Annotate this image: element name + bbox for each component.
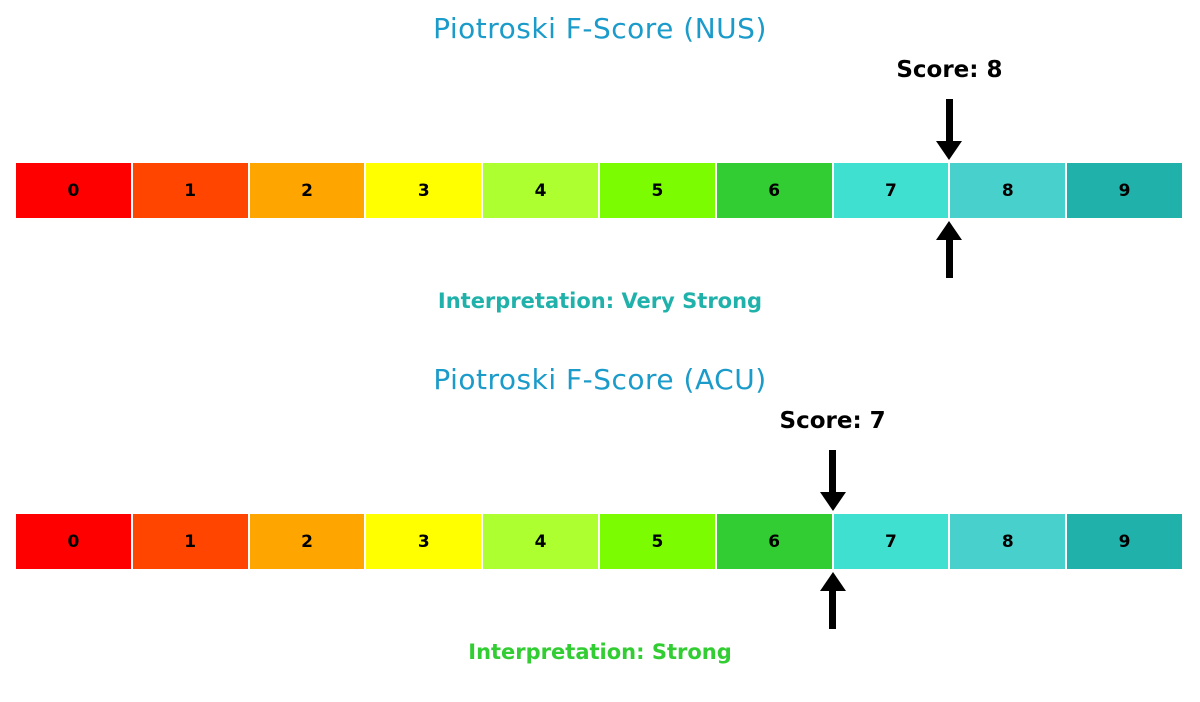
arrow-up-icon xyxy=(819,572,847,629)
score-label-nus: Score: 8 xyxy=(896,57,1003,83)
bar-segment-0: 0 xyxy=(15,162,132,219)
interpretation-label-acu: Interpretation: Strong xyxy=(468,640,732,664)
arrow-head xyxy=(819,572,846,591)
bar-segment-4: 4 xyxy=(482,513,599,570)
arrow-head xyxy=(936,141,963,160)
bar-segment-5: 5 xyxy=(598,513,716,570)
bar-segment-4: 4 xyxy=(482,162,599,219)
bar-segment-9: 9 xyxy=(1066,162,1183,219)
bar-segment-3: 3 xyxy=(365,513,483,570)
bar-segment-6: 6 xyxy=(715,513,833,570)
bar-segment-8: 8 xyxy=(949,162,1067,219)
arrow-shaft xyxy=(945,240,953,278)
arrow-shaft xyxy=(945,99,953,141)
bar-segment-1: 1 xyxy=(131,513,249,570)
arrow-head xyxy=(819,492,846,511)
interpretation-label-nus: Interpretation: Very Strong xyxy=(437,289,763,313)
bar-segment-1: 1 xyxy=(131,162,249,219)
bar-segment-5: 5 xyxy=(598,162,716,219)
bar-segment-2: 2 xyxy=(248,162,366,219)
arrow-head xyxy=(936,221,963,240)
arrow-down-icon xyxy=(819,450,847,511)
bar-segment-8: 8 xyxy=(949,513,1067,570)
bar-segment-6: 6 xyxy=(715,162,833,219)
bar-segment-2: 2 xyxy=(248,513,366,570)
arrow-shaft xyxy=(829,591,837,629)
bar-segment-0: 0 xyxy=(15,513,132,570)
bar-segment-7: 7 xyxy=(832,513,950,570)
bar-segment-3: 3 xyxy=(365,162,483,219)
chart-title-nus: Piotroski F-Score (NUS) xyxy=(433,12,767,45)
score-label-acu: Score: 7 xyxy=(779,408,886,434)
chart-title-acu: Piotroski F-Score (ACU) xyxy=(433,363,767,396)
arrow-up-icon xyxy=(935,221,963,278)
arrow-down-icon xyxy=(935,99,963,160)
bar-segment-7: 7 xyxy=(832,162,950,219)
bar-segment-9: 9 xyxy=(1066,513,1183,570)
arrow-shaft xyxy=(829,450,837,492)
